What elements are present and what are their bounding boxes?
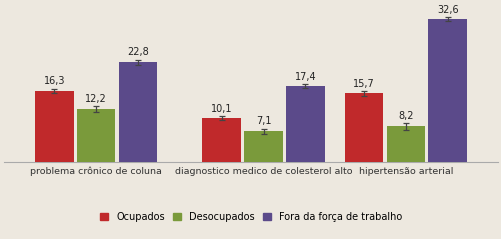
Bar (244, 131, 282, 163)
Text: 7,1: 7,1 (256, 116, 271, 126)
Bar (286, 86, 324, 163)
Bar (35, 91, 74, 163)
Text: 22,8: 22,8 (127, 47, 149, 57)
Text: 8,2: 8,2 (397, 111, 413, 121)
Text: 16,3: 16,3 (44, 76, 65, 86)
Bar (77, 109, 115, 163)
Text: 17,4: 17,4 (294, 71, 316, 81)
Text: 32,6: 32,6 (436, 5, 457, 15)
Bar (386, 126, 424, 163)
Bar (427, 19, 466, 163)
Bar (202, 118, 240, 163)
Legend: Ocupados, Desocupados, Fora da força de trabalho: Ocupados, Desocupados, Fora da força de … (98, 210, 403, 224)
Text: 15,7: 15,7 (352, 79, 374, 89)
Bar (344, 93, 382, 163)
Text: 12,2: 12,2 (85, 93, 107, 103)
Bar (119, 62, 157, 163)
Text: 10,1: 10,1 (210, 104, 232, 114)
